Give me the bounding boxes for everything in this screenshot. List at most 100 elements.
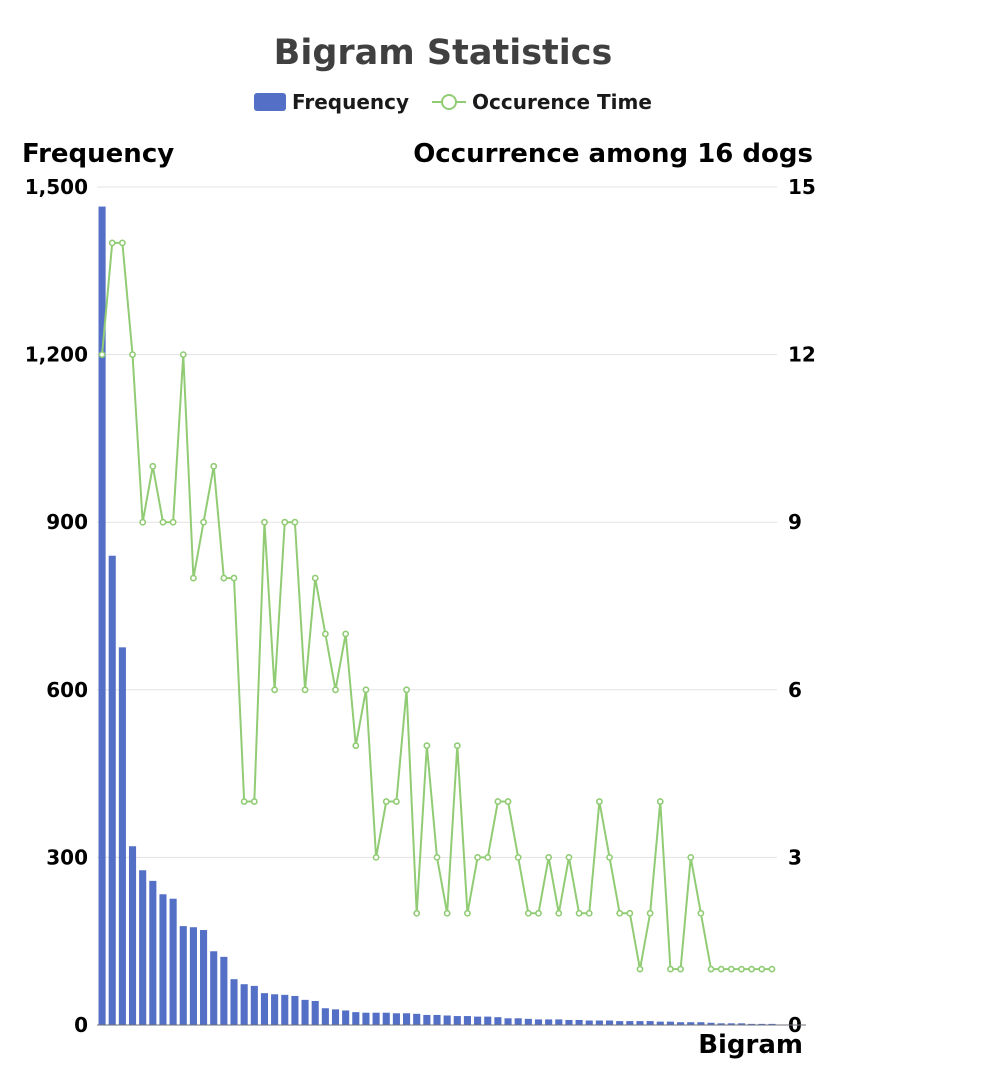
frequency-bar <box>159 894 167 1025</box>
frequency-bar <box>545 1019 553 1025</box>
occurence-point <box>555 909 563 917</box>
chart-title: Bigram Statistics <box>274 33 613 73</box>
occurence-point <box>220 574 228 582</box>
occurence-point <box>535 909 542 917</box>
legend: Frequency Occurence Time <box>254 90 652 114</box>
y-axis-left-ticks: 0 300 600 900 1,200 1,500 <box>25 175 88 1037</box>
occurence-point <box>159 518 167 526</box>
occurence-point <box>362 686 370 694</box>
occurence-point <box>423 742 431 750</box>
frequency-bar <box>200 930 208 1025</box>
occurence-point <box>677 965 684 973</box>
occurence-point <box>606 854 613 861</box>
frequency-bar <box>301 999 309 1025</box>
frequency-bar <box>342 1010 350 1025</box>
occurence-point <box>504 798 512 805</box>
occurence-point <box>129 351 136 358</box>
occurence-point <box>190 574 197 582</box>
frequency-bar <box>758 1023 766 1025</box>
occurence-point <box>514 854 522 861</box>
occurence-point <box>169 518 177 526</box>
frequency-bar <box>514 1018 522 1025</box>
occurence-point <box>545 854 553 861</box>
occurence-point <box>565 854 573 861</box>
occurence-point <box>413 909 421 917</box>
x-axis-title: Bigram <box>698 1030 803 1060</box>
frequency-bar <box>737 1023 746 1025</box>
occurence-point <box>616 909 624 917</box>
frequency-bar <box>575 1019 583 1025</box>
frequency-bar <box>727 1023 735 1025</box>
occurence-point <box>118 239 126 247</box>
occurence-point <box>494 798 502 805</box>
occurence-point <box>271 686 279 694</box>
occurence-point <box>443 909 451 917</box>
frequency-bar <box>189 927 197 1025</box>
occurence-point <box>352 742 360 750</box>
frequency-bar <box>331 1009 340 1025</box>
frequency-bar <box>474 1016 482 1025</box>
occurence-point <box>210 462 218 470</box>
occurence-point <box>727 965 735 973</box>
legend-frequency-swatch <box>254 93 286 111</box>
occurence-point <box>98 351 106 358</box>
occurence-point <box>656 798 664 805</box>
frequency-bar <box>220 956 228 1025</box>
occurence-point <box>697 909 705 917</box>
occurence-point <box>291 518 299 526</box>
occurence-point <box>758 965 766 973</box>
occurence-point <box>311 574 319 582</box>
frequency-bar <box>646 1021 654 1025</box>
frequency-bar <box>616 1021 624 1025</box>
occurence-point <box>524 909 532 917</box>
occurence-point <box>636 965 644 973</box>
gridlines <box>97 186 777 858</box>
y-left-tick-label: 0 <box>74 1013 88 1037</box>
occurence-point <box>342 630 350 638</box>
frequency-bar <box>128 846 137 1025</box>
occurence-point <box>687 854 695 861</box>
frequency-bar <box>748 1023 756 1025</box>
frequency-bar <box>768 1023 776 1025</box>
frequency-bar <box>534 1019 543 1025</box>
y-left-tick-label: 1,200 <box>25 343 88 367</box>
frequency-bar <box>504 1018 512 1025</box>
frequency-bar <box>494 1017 502 1025</box>
frequency-bar <box>169 898 177 1025</box>
occurence-point <box>372 854 380 861</box>
frequency-bar <box>260 993 269 1025</box>
frequency-bar <box>443 1015 451 1025</box>
frequency-bar <box>687 1022 695 1025</box>
frequency-bar <box>149 880 157 1025</box>
occurence-point <box>261 518 268 526</box>
occurence-point <box>484 854 492 861</box>
frequency-bar <box>697 1022 705 1025</box>
occurence-point <box>139 518 147 526</box>
frequency-bar <box>321 1008 329 1025</box>
frequency-bar <box>352 1012 360 1025</box>
frequency-bar <box>565 1019 573 1025</box>
y-left-tick-label: 1,500 <box>25 175 88 199</box>
occurence-point <box>301 686 309 694</box>
occurence-point <box>250 798 258 805</box>
frequency-bar <box>108 555 116 1025</box>
frequency-bar <box>463 1016 471 1025</box>
y-axis-left-title: Frequency <box>22 139 174 169</box>
occurence-point <box>707 965 715 973</box>
occurence-point <box>321 630 329 638</box>
occurence-point <box>738 965 745 973</box>
frequency-bar <box>524 1018 532 1025</box>
y-right-tick-label: 15 <box>788 175 816 199</box>
y-right-tick-label: 12 <box>788 343 816 367</box>
occurence-point <box>626 909 634 917</box>
frequency-bar <box>372 1012 380 1025</box>
frequency-bar <box>281 994 289 1025</box>
frequency-bar <box>403 1013 411 1025</box>
occurence-point <box>149 462 157 470</box>
frequency-bar <box>666 1021 674 1025</box>
frequency-bar <box>230 979 238 1025</box>
y-right-tick-label: 6 <box>788 678 802 702</box>
frequency-bar <box>392 1013 400 1025</box>
